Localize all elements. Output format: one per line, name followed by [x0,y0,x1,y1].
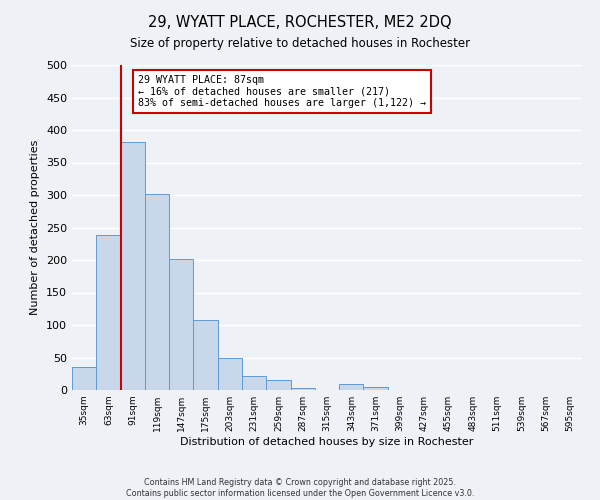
Bar [72,367,96,390]
Text: 29, WYATT PLACE, ROCHESTER, ME2 2DQ: 29, WYATT PLACE, ROCHESTER, ME2 2DQ [148,15,452,30]
Y-axis label: Number of detached properties: Number of detached properties [31,140,40,315]
Bar [96,236,121,390]
Bar [339,384,364,390]
Text: Contains HM Land Registry data © Crown copyright and database right 2025.
Contai: Contains HM Land Registry data © Crown c… [126,478,474,498]
Bar [290,388,315,390]
Bar [193,320,218,390]
Text: Size of property relative to detached houses in Rochester: Size of property relative to detached ho… [130,38,470,51]
Bar [121,142,145,390]
Bar [364,388,388,390]
Text: 29 WYATT PLACE: 87sqm
← 16% of detached houses are smaller (217)
83% of semi-det: 29 WYATT PLACE: 87sqm ← 16% of detached … [139,74,426,108]
X-axis label: Distribution of detached houses by size in Rochester: Distribution of detached houses by size … [181,437,473,447]
Bar [145,194,169,390]
Bar [266,380,290,390]
Bar [169,260,193,390]
Bar [218,358,242,390]
Bar [242,376,266,390]
